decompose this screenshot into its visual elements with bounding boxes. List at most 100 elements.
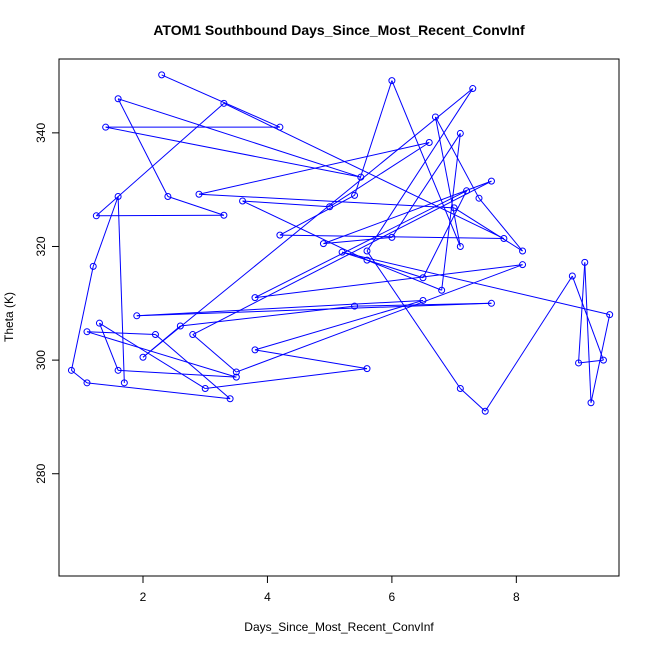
data-point — [114, 366, 122, 374]
series-0-segment-51 — [254, 349, 368, 370]
series-0-segment-55 — [118, 369, 237, 378]
data-point — [139, 353, 147, 361]
series-0-segment-13 — [434, 116, 461, 247]
series-0-segment-18 — [198, 142, 430, 195]
data-point — [251, 294, 259, 302]
series-0-segment-41 — [459, 388, 486, 412]
x-axis-label: Days_Since_Most_Recent_ConvInf — [244, 620, 434, 634]
series-0-segment-36 — [584, 262, 592, 403]
data-point — [232, 373, 240, 381]
data-point — [363, 365, 371, 373]
series-0-segment-3 — [117, 98, 361, 178]
data-point — [195, 190, 203, 198]
data-point — [164, 192, 172, 200]
data-point — [220, 99, 228, 107]
data-point — [487, 177, 495, 185]
data-point — [487, 299, 495, 307]
y-axis: 280 300 320 340 — [34, 123, 59, 484]
series-0-segment-49 — [136, 299, 424, 317]
data-point — [226, 395, 234, 403]
x-axis: 2 4 6 8 — [140, 576, 520, 604]
data-point — [176, 322, 184, 330]
series-0-segment-33 — [341, 251, 424, 279]
series-0-segment-28 — [192, 334, 237, 373]
data-point — [481, 407, 489, 415]
series-0-segment-57 — [86, 331, 156, 336]
data-point — [95, 319, 103, 327]
data-point — [450, 204, 458, 212]
series-0-segment-34 — [341, 251, 610, 316]
data-point — [456, 385, 464, 393]
y-tick-label-1: 300 — [34, 350, 48, 370]
data-point — [575, 359, 583, 367]
data-point — [133, 312, 141, 320]
chart-title: ATOM1 Southbound Days_Since_Most_Recent_… — [153, 22, 525, 38]
series-0-segment-21 — [242, 200, 368, 261]
data-point — [319, 240, 327, 248]
series-0-segment-32 — [422, 190, 468, 278]
series-group — [67, 71, 614, 415]
data-point — [189, 331, 197, 339]
series-0-segment-62 — [92, 196, 119, 267]
series-0-segment-30 — [254, 264, 523, 299]
data-point — [388, 77, 396, 85]
series-0-segment-44 — [142, 88, 474, 358]
series-0-segment-11 — [354, 80, 393, 196]
data-point — [438, 286, 446, 294]
data-point — [456, 242, 464, 250]
series-0-segment-38 — [578, 359, 604, 364]
data-point — [151, 331, 159, 339]
series-0-segment-22 — [366, 259, 442, 291]
data-point — [357, 173, 365, 181]
data-point — [83, 328, 91, 336]
data-point — [114, 192, 122, 200]
series-0-segment-23 — [441, 133, 461, 291]
x-tick-label-3: 8 — [513, 590, 520, 604]
data-point — [599, 356, 607, 364]
series-0-segment-4 — [117, 98, 169, 197]
data-point — [419, 274, 427, 282]
data-point — [232, 368, 240, 376]
series-0-segment-16 — [453, 207, 523, 252]
series-0-segment-39 — [571, 275, 604, 361]
data-point — [276, 123, 284, 131]
series-0-segment-15 — [478, 197, 523, 252]
data-point — [201, 385, 209, 393]
y-tick-label-3: 340 — [34, 123, 48, 143]
data-point — [89, 262, 97, 270]
data-point — [475, 194, 483, 202]
series-0-segment-59 — [86, 382, 231, 400]
series-0-segment-0 — [161, 74, 281, 128]
data-point — [500, 235, 508, 243]
series-0-segment-17 — [198, 193, 455, 209]
data-point — [388, 233, 396, 241]
data-point — [456, 129, 464, 137]
series-0-segment-56 — [86, 331, 237, 378]
y-tick-label-0: 280 — [34, 463, 48, 483]
data-point — [606, 311, 614, 319]
series-0-segment-6 — [96, 214, 224, 217]
data-point — [351, 302, 359, 310]
x-tick-label-1: 4 — [264, 590, 271, 604]
series-0-segment-29 — [236, 264, 523, 373]
data-point — [363, 247, 371, 255]
series-0-segment-8 — [223, 102, 505, 239]
data-point — [419, 296, 427, 304]
data-point — [239, 197, 247, 205]
data-point — [463, 187, 471, 195]
data-point — [363, 256, 371, 264]
series-0-segment-27 — [192, 180, 492, 335]
series-0-segment-50 — [254, 299, 424, 351]
series-0-segment-53 — [99, 322, 206, 389]
series-0-segment-54 — [98, 322, 119, 371]
series-0-segment-12 — [391, 80, 461, 247]
data-point — [92, 212, 100, 220]
x-tick-label-0: 2 — [140, 590, 147, 604]
data-point — [120, 379, 128, 387]
data-point — [519, 247, 527, 255]
data-point — [469, 85, 477, 93]
data-point — [114, 95, 122, 103]
series-0-segment-40 — [484, 275, 573, 412]
series-0-segment-58 — [155, 334, 231, 400]
